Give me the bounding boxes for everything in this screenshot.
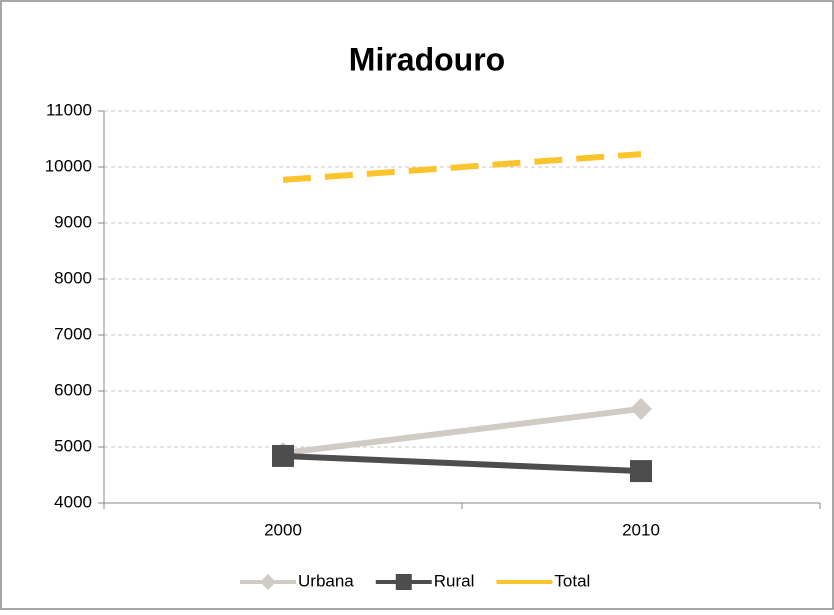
x-tick-label: 2000 — [264, 520, 302, 539]
marker — [630, 397, 652, 420]
chart-title: Miradouro — [349, 41, 505, 77]
y-tick-label: 8000 — [54, 268, 92, 287]
x-tick-label: 2010 — [622, 520, 660, 539]
y-tick-label: 6000 — [54, 380, 92, 399]
series-line — [282, 405, 642, 457]
legend-label: Urbana — [298, 571, 354, 590]
series-line — [282, 452, 642, 475]
legend-label: Total — [554, 571, 590, 590]
marker — [272, 444, 294, 467]
legend-label: Rural — [434, 571, 475, 590]
y-tick-label: 7000 — [54, 324, 92, 343]
y-tick-label: 4000 — [54, 492, 92, 511]
y-tick-label: 5000 — [54, 436, 92, 455]
y-tick-label: 10000 — [45, 156, 92, 175]
marker — [260, 574, 276, 590]
y-tick-label: 11000 — [46, 100, 92, 119]
marker — [395, 574, 412, 590]
series-line — [282, 151, 642, 183]
marker — [630, 460, 652, 483]
y-tick-label: 9000 — [54, 212, 92, 231]
